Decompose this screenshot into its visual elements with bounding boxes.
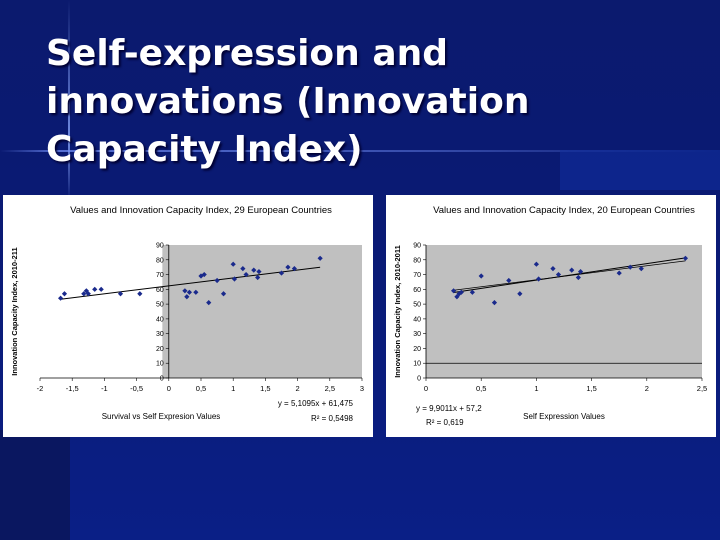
data-point	[682, 255, 689, 261]
y-axis-label: Innovation Capacity Index, 2010-211	[10, 247, 19, 375]
y-tick-label: 0	[160, 376, 164, 383]
y-tick-label: 80	[413, 257, 421, 264]
decor-horizontal-line	[0, 150, 720, 152]
r-squared: R² = 0,619	[426, 418, 464, 427]
y-tick-label: 70	[156, 272, 164, 279]
x-axis-label: Self Expression Values	[523, 412, 605, 421]
trend-equation: y = 9,9011x + 57,2	[416, 404, 482, 413]
data-point	[81, 291, 87, 297]
data-point	[220, 291, 227, 297]
chart-right: Values and Innovation Capacity Index, 20…	[393, 205, 707, 427]
data-point	[137, 291, 143, 297]
x-tick-label: 0,5	[196, 384, 206, 393]
data-point	[92, 286, 98, 292]
slide-title: Self-expression and innovations (Innovat…	[46, 33, 530, 170]
x-tick-label: -0,5	[130, 384, 143, 393]
y-tick-label: 70	[413, 272, 421, 279]
chart-panel-right: Values and Innovation Capacity Index, 20…	[386, 195, 716, 437]
y-tick-label: 30	[156, 331, 164, 338]
x-tick-label: 1,5	[586, 384, 596, 393]
x-tick-label: 3	[360, 384, 364, 393]
trend-equation: y = 5,1095x + 61,475	[278, 399, 354, 408]
x-tick-label: 0	[424, 384, 428, 393]
y-tick-label: 80	[156, 257, 164, 264]
y-tick-label: 50	[156, 302, 164, 309]
data-point	[569, 267, 575, 273]
y-tick-label: 30	[413, 331, 421, 338]
data-point	[117, 291, 124, 297]
data-point	[517, 291, 523, 297]
chart-left: Values and Innovation Capacity Index, 29…	[10, 205, 364, 423]
data-point	[231, 276, 238, 282]
plot-area	[426, 245, 702, 378]
chart-title: Values and Innovation Capacity Index, 29…	[70, 205, 332, 216]
data-point	[536, 276, 542, 282]
x-tick-label: 1,5	[260, 384, 270, 393]
data-point	[491, 300, 498, 306]
y-tick-label: 10	[413, 361, 421, 368]
y-tick-label: 90	[413, 243, 421, 250]
y-tick-label: 90	[156, 243, 164, 250]
trend-line-alt	[453, 260, 686, 291]
x-tick-label: 2	[296, 384, 300, 393]
x-tick-label: 2,5	[697, 384, 707, 393]
decor-vertical-line	[68, 0, 70, 200]
data-point	[251, 267, 257, 273]
x-tick-label: -1	[101, 384, 108, 393]
decor-band	[560, 150, 720, 190]
data-point	[255, 274, 261, 281]
y-tick-label: 0	[417, 376, 421, 383]
data-point	[85, 291, 91, 297]
chart-title: Values and Innovation Capacity Index, 20…	[433, 205, 695, 216]
x-tick-label: 0,5	[476, 384, 486, 393]
trend-line	[60, 266, 321, 300]
data-point	[575, 274, 581, 281]
chart-panel-left: Values and Innovation Capacity Index, 29…	[3, 195, 373, 437]
y-tick-label: 40	[413, 316, 421, 323]
data-point	[456, 291, 462, 297]
data-point	[184, 294, 190, 300]
x-tick-label: 2	[645, 384, 649, 393]
x-tick-label: -2	[37, 384, 44, 393]
y-tick-label: 10	[156, 361, 164, 368]
data-point	[256, 269, 262, 275]
data-point	[61, 291, 68, 297]
y-tick-label: 20	[156, 346, 164, 353]
y-tick-label: 50	[413, 302, 421, 309]
data-point	[98, 286, 104, 292]
x-tick-label: 1	[231, 384, 235, 393]
plot-area	[162, 245, 362, 378]
data-point	[458, 289, 464, 295]
y-tick-label: 60	[156, 287, 164, 294]
y-tick-label: 60	[413, 287, 421, 294]
y-tick-label: 20	[413, 346, 421, 353]
x-tick-label: 2,5	[325, 384, 335, 393]
y-axis-label: Innovation Capacity Index, 2010-2011	[393, 245, 402, 378]
r-squared: R² = 0,5498	[311, 414, 354, 423]
x-axis-label: Survival vs Self Expresion Values	[102, 412, 221, 421]
x-tick-label: 0	[167, 384, 171, 393]
x-tick-label: -1,5	[66, 384, 79, 393]
y-tick-label: 40	[156, 316, 164, 323]
decor-block	[0, 430, 70, 540]
x-tick-label: 1	[534, 384, 538, 393]
data-point	[58, 295, 64, 301]
